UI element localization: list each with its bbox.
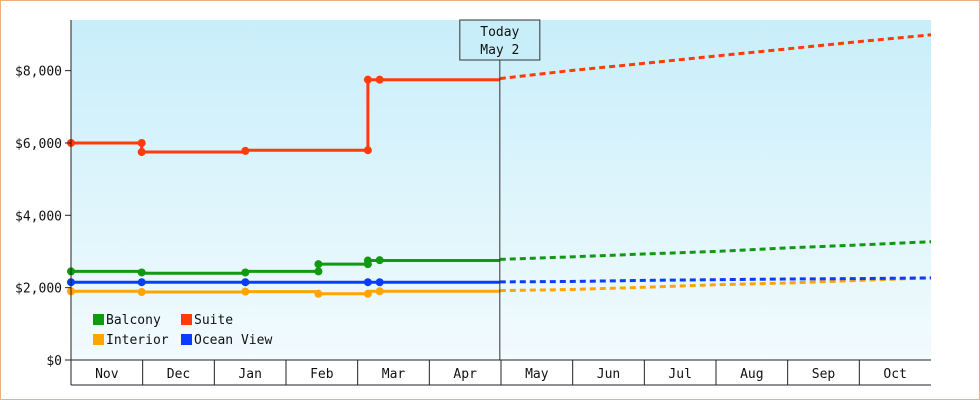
month-label-jun: Jun [597, 367, 620, 382]
plot-area [71, 20, 931, 360]
today-label-line1: Today [480, 25, 519, 40]
data-point-balcony [375, 256, 384, 265]
legend-label-interior: Interior [106, 333, 169, 348]
data-point-balcony [137, 268, 146, 277]
legend: Balcony Suite Interior Ocean View [93, 313, 272, 348]
legend-label-suite: Suite [194, 313, 233, 328]
y-tick-label: $2,000 [15, 282, 62, 297]
y-tick-label: $4,000 [15, 209, 62, 224]
month-label-may: May [525, 367, 549, 382]
data-point-balcony [314, 267, 323, 276]
data-point-suite [241, 146, 250, 155]
y-tick-label: $0 [46, 354, 62, 369]
today-label-line2: May 2 [480, 43, 519, 58]
today-marker: Today May 2 [459, 19, 541, 360]
month-label-mar: Mar [382, 367, 406, 382]
month-label-nov: Nov [95, 367, 119, 382]
month-label-aug: Aug [740, 367, 763, 382]
series-forecast-interior [499, 276, 932, 293]
data-point-balcony [314, 260, 323, 269]
data-point-ocean-view [375, 278, 384, 287]
month-label-feb: Feb [310, 367, 334, 382]
data-point-ocean-view [241, 278, 250, 287]
month-label-apr: Apr [453, 367, 477, 382]
legend-label-ocean-view: Ocean View [194, 333, 272, 348]
month-label-dec: Dec [167, 367, 190, 382]
data-point-interior [363, 289, 372, 298]
data-point-interior [137, 288, 146, 296]
legend-swatch-ocean-view [181, 334, 192, 345]
series-forecast-suite [499, 33, 932, 81]
month-label-sep: Sep [812, 367, 836, 382]
today-box [459, 19, 541, 61]
series-forecast-ocean-view [499, 276, 932, 284]
data-point-suite [375, 75, 384, 84]
data-point-balcony [363, 256, 372, 265]
legend-swatch-suite [181, 314, 192, 325]
legend-label-balcony: Balcony [106, 313, 161, 328]
data-point-interior [241, 287, 250, 296]
month-label-oct: Oct [883, 367, 906, 382]
data-point-balcony [241, 268, 250, 277]
y-tick-label: $6,000 [15, 137, 62, 152]
data-point-interior [375, 287, 384, 296]
data-point-ocean-view [363, 278, 372, 287]
legend-swatch-interior [93, 334, 104, 345]
legend-swatch-balcony [93, 314, 104, 325]
y-tick-label: $8,000 [15, 65, 62, 80]
data-point-suite [137, 138, 146, 147]
data-point-ocean-view [137, 278, 146, 287]
data-point-suite [137, 148, 146, 157]
month-label-jan: Jan [238, 367, 261, 382]
data-point-suite [363, 75, 372, 84]
month-label-jul: Jul [668, 367, 691, 382]
data-point-interior [314, 289, 323, 298]
data-point-suite [363, 146, 372, 155]
series-forecast-balcony [499, 240, 932, 261]
